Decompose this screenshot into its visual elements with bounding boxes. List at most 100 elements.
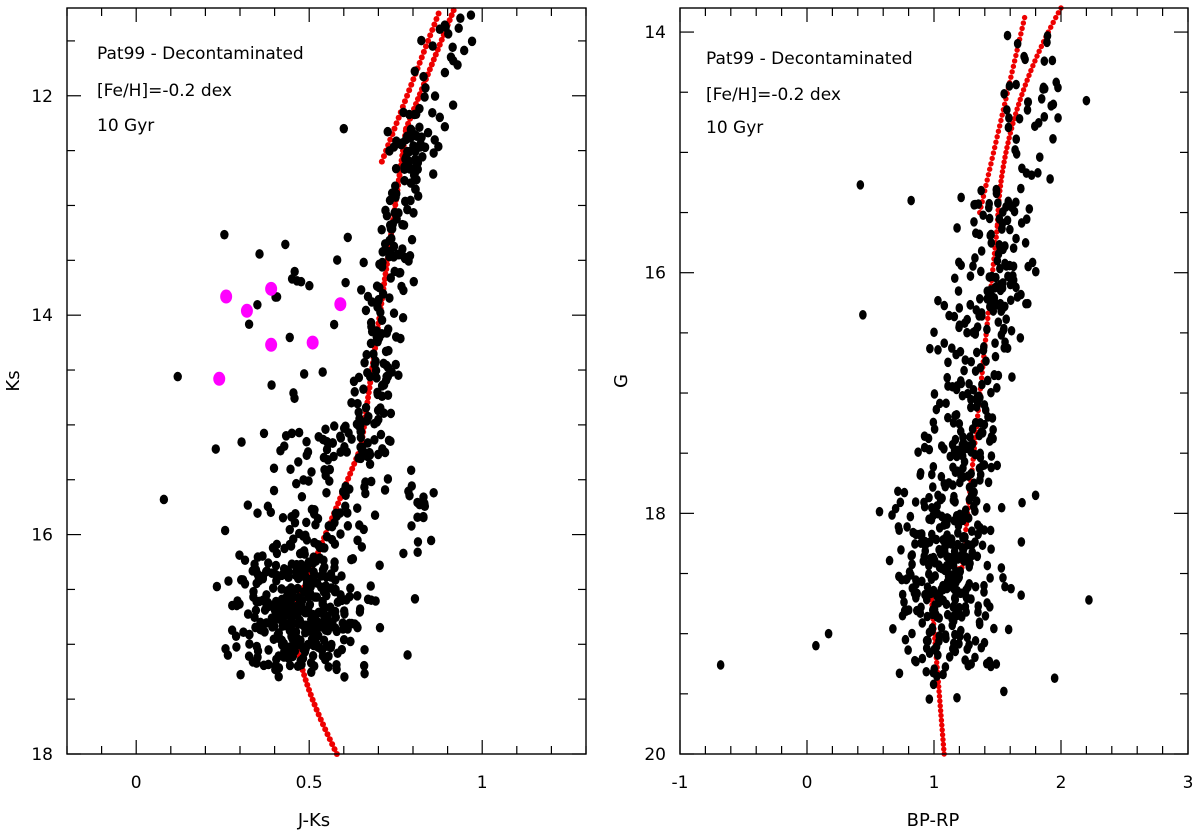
left-member-point (294, 528, 304, 539)
left-member-point (245, 629, 254, 640)
right-member-point (983, 560, 992, 571)
left-isochrone-point (431, 21, 438, 28)
right-x-tick-label: 1 (929, 773, 940, 793)
left-member-point (380, 239, 390, 249)
left-member-point (259, 660, 269, 671)
left-member-point (253, 299, 262, 310)
left-isochrone-point (428, 61, 435, 68)
left-member-point (430, 91, 440, 101)
right-isochrone-point (1028, 67, 1034, 74)
left-member-point (379, 380, 389, 390)
right-member-point (889, 624, 897, 634)
right-member-point (974, 199, 983, 209)
right-member-point (943, 513, 951, 523)
left-member-point (414, 141, 424, 152)
left-member-point (440, 20, 450, 30)
right-member-point (900, 597, 908, 607)
left-member-point (353, 503, 362, 513)
left-member-point (312, 592, 322, 602)
right-member-point (1000, 686, 1008, 697)
right-member-point (1022, 298, 1030, 309)
left-member-point (359, 384, 368, 394)
left-member-point (243, 609, 253, 619)
left-plot-frame (66, 7, 587, 755)
right-member-point (967, 468, 975, 479)
right-member-point (925, 627, 934, 638)
left-member-point (419, 71, 428, 82)
left-member-point (377, 391, 387, 402)
right-member-point (944, 412, 952, 423)
right-member-point (997, 502, 1006, 513)
right-isochrone-point (939, 727, 945, 733)
left-member-point (374, 414, 383, 425)
right-member-point (953, 692, 961, 703)
right-panel: -1 0 1 2 3 14 16 18 20 Pat99 - Decontaminated [F… (611, 5, 1193, 831)
left-member-point (326, 569, 336, 579)
right-member-point (951, 497, 959, 507)
right-isochrone-point (937, 707, 944, 714)
left-member-point (409, 276, 418, 287)
right-isochrone-point (935, 683, 942, 690)
right-member-point (953, 585, 961, 596)
left-member-point (429, 148, 438, 158)
right-member-point (942, 398, 950, 409)
left-member-point (330, 539, 340, 549)
left-isochrone-point (422, 43, 429, 50)
right-member-point (954, 445, 962, 456)
left-member-point (293, 661, 303, 671)
right-member-point (978, 379, 986, 390)
right-member-point (972, 496, 981, 506)
left-member-point (419, 512, 428, 523)
left-member-point (343, 624, 352, 634)
left-member-point (318, 367, 327, 377)
right-member-point (1040, 56, 1049, 66)
left-member-point (378, 257, 387, 268)
right-isochrone-point (1055, 10, 1062, 16)
left-isochrone-point (326, 736, 333, 743)
left-member-point (301, 643, 310, 654)
left-member-point (440, 121, 450, 132)
left-member-point (302, 450, 311, 461)
left-member-point (386, 408, 396, 419)
left-member-point (400, 175, 409, 186)
left-member-point (272, 575, 281, 586)
right-member-point (1017, 183, 1025, 194)
right-member-point (911, 655, 919, 666)
right-member-point (1003, 215, 1012, 226)
left-members (159, 10, 477, 682)
left-member-point (266, 507, 276, 518)
right-member-point (971, 652, 979, 663)
left-member-point (295, 615, 305, 626)
right-isochrone-point (937, 703, 943, 709)
right-member-point (975, 293, 984, 304)
right-isochrone-point (991, 144, 998, 151)
left-member-point (372, 330, 381, 341)
right-member-point (975, 311, 983, 321)
left-member-point (236, 669, 245, 680)
left-member-point (382, 371, 391, 382)
right-member-point (1031, 266, 1040, 277)
left-member-point (293, 583, 302, 594)
left-member-point (410, 109, 419, 120)
right-x-tick-label: 2 (1056, 773, 1067, 793)
left-member-point (406, 465, 416, 476)
right-member-point (999, 573, 1007, 583)
right-member-point (885, 555, 894, 566)
right-member-point (970, 487, 978, 498)
right-member-point (965, 494, 974, 505)
left-member-point (262, 590, 271, 600)
right-member-point (970, 217, 978, 227)
right-isochrone-point (998, 178, 1004, 184)
left-member-point (330, 606, 340, 617)
left-member-point (364, 411, 373, 422)
right-member-point (961, 655, 969, 665)
left-isochrone-point (309, 696, 316, 703)
left-member-point (253, 568, 262, 579)
right-member-point (1000, 89, 1008, 99)
right-isochrone-point (1013, 52, 1019, 59)
left-member-point (268, 543, 278, 553)
left-member-point (302, 579, 312, 590)
left-member-point (324, 521, 333, 531)
right-member-point (934, 589, 942, 600)
right-member-point (941, 662, 950, 672)
